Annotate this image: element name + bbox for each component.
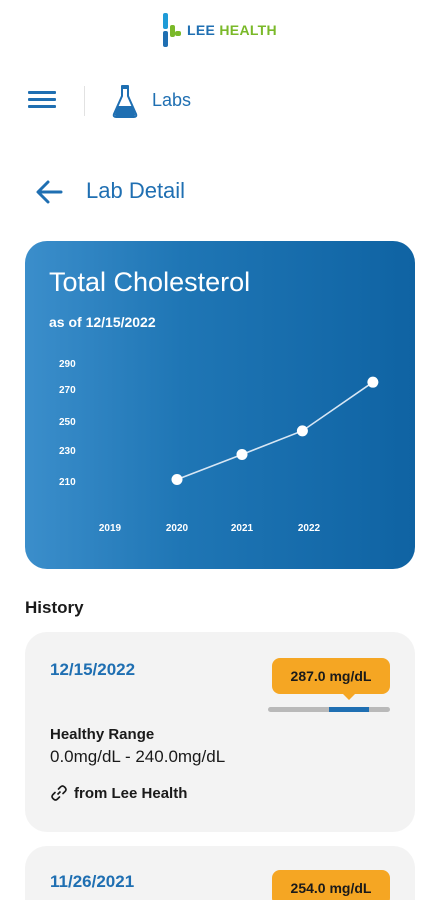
brand-logo: LEE HEALTH: [161, 11, 277, 49]
x-tick-label: 2021: [231, 523, 254, 534]
chart-as-of: as of 12/15/2022: [49, 314, 156, 330]
data-point[interactable]: [296, 425, 308, 437]
link-icon: [51, 785, 67, 801]
page-header: Lab Detail: [0, 170, 438, 214]
source-text: from Lee Health: [74, 784, 188, 802]
range-bar: [268, 707, 390, 712]
cholesterol-chart: 210 230 250 270 290 2019 2020 2021 2022: [59, 359, 379, 534]
x-tick-label: 2020: [166, 523, 189, 534]
source-row: from Lee Health: [50, 784, 187, 802]
chart-title: Total Cholesterol: [49, 267, 251, 297]
y-tick-label: 290: [59, 359, 76, 370]
history-card[interactable]: 11/26/2021 254.0 mg/dL: [25, 846, 415, 900]
value-badge-text: 254.0 mg/dL: [290, 880, 372, 896]
history-date: 11/26/2021: [50, 872, 135, 891]
y-tick-label: 230: [59, 446, 76, 457]
y-tick-label: 270: [59, 385, 76, 396]
flask-icon: [112, 85, 138, 118]
nav-section-label[interactable]: Labs: [152, 90, 192, 110]
range-bar-marker: [328, 707, 369, 712]
y-tick-label: 210: [59, 477, 76, 488]
badge-pointer: [343, 694, 355, 700]
brand-name-part1: LEE: [187, 22, 216, 38]
healthy-range-value: 0.0mg/dL - 240.0mg/dL: [50, 747, 226, 766]
history-heading: History: [25, 598, 84, 617]
top-nav: Labs: [0, 76, 438, 126]
brand-header: LEE HEALTH: [0, 8, 438, 52]
nav-divider: [84, 86, 85, 116]
value-badge: 254.0 mg/dL: [272, 870, 390, 900]
history-date: 12/15/2022: [50, 660, 136, 679]
hamburger-icon[interactable]: [28, 88, 58, 114]
series-line: [176, 381, 374, 481]
brand-name-part2: HEALTH: [219, 22, 277, 38]
healthy-range-label: Healthy Range: [50, 726, 155, 743]
x-tick-label: 2022: [298, 523, 321, 534]
data-point[interactable]: [236, 448, 248, 460]
value-badge-text: 287.0 mg/dL: [290, 668, 372, 684]
chart-card: 210 230 250 270 290 2019 2020 2021 2022 Total Ch…: [25, 241, 415, 569]
value-badge: 287.0 mg/dL: [272, 658, 390, 700]
page-title: Lab Detail: [86, 178, 186, 203]
brand-name: LEE HEALTH: [187, 22, 277, 38]
history-card[interactable]: 12/15/2022 287.0 mg/dL Healthy Range 0.0…: [25, 632, 415, 832]
data-point[interactable]: [367, 376, 379, 388]
y-tick-label: 250: [59, 417, 76, 428]
arrow-left-icon[interactable]: [34, 178, 64, 206]
data-point[interactable]: [171, 474, 183, 486]
lee-health-logo-icon: [163, 13, 182, 47]
x-tick-label: 2019: [99, 523, 122, 534]
